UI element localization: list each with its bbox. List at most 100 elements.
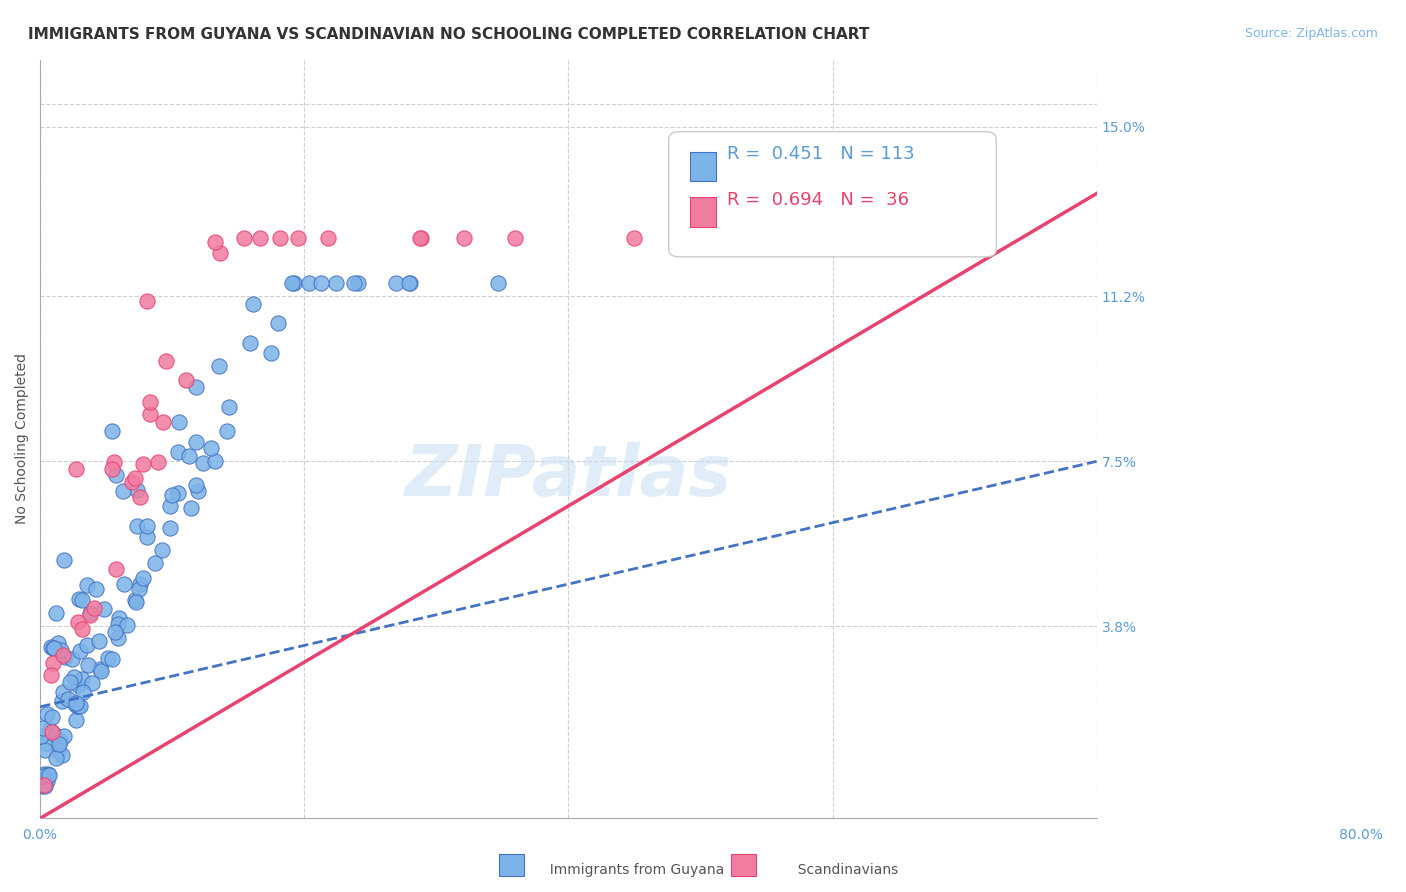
Text: IMMIGRANTS FROM GUYANA VS SCANDINAVIAN NO SCHOOLING COMPLETED CORRELATION CHART: IMMIGRANTS FROM GUYANA VS SCANDINAVIAN N…	[28, 27, 869, 42]
Scandinavians	[83, 600, 105, 615]
Immigrants from Guyana	[45, 750, 67, 764]
Scandinavians	[453, 231, 475, 245]
Immigrants from Guyana	[385, 276, 408, 290]
Scandinavians	[39, 668, 62, 682]
Immigrants from Guyana	[104, 625, 127, 640]
Immigrants from Guyana	[136, 530, 159, 544]
Scandinavians	[409, 231, 432, 245]
Immigrants from Guyana	[132, 571, 155, 585]
Text: Source: ZipAtlas.com: Source: ZipAtlas.com	[1244, 27, 1378, 40]
Immigrants from Guyana	[31, 721, 53, 735]
Immigrants from Guyana	[41, 709, 63, 723]
Bar	[499, 854, 524, 876]
Immigrants from Guyana	[46, 744, 69, 758]
Immigrants from Guyana	[52, 553, 75, 567]
Immigrants from Guyana	[60, 652, 83, 666]
Immigrants from Guyana	[30, 729, 52, 743]
Scandinavians	[174, 373, 197, 387]
Scandinavians	[65, 462, 87, 476]
Text: R =  0.694   N =  36: R = 0.694 N = 36	[727, 191, 908, 209]
Immigrants from Guyana	[65, 696, 87, 710]
Immigrants from Guyana	[280, 276, 302, 290]
Immigrants from Guyana	[398, 276, 420, 290]
Scandinavians	[209, 246, 232, 260]
Scandinavians	[32, 778, 55, 792]
Bar	[731, 854, 756, 876]
Immigrants from Guyana	[143, 557, 166, 571]
Scandinavians	[204, 235, 226, 250]
Immigrants from Guyana	[150, 542, 173, 557]
Text: 80.0%: 80.0%	[1339, 829, 1382, 842]
Immigrants from Guyana	[239, 335, 262, 350]
Immigrants from Guyana	[200, 442, 222, 456]
Scandinavians	[41, 656, 63, 670]
Scandinavians	[318, 231, 340, 245]
Immigrants from Guyana	[111, 484, 134, 499]
Immigrants from Guyana	[184, 434, 207, 449]
Immigrants from Guyana	[218, 401, 240, 415]
Scandinavians	[269, 231, 291, 245]
Immigrants from Guyana	[52, 729, 75, 743]
Immigrants from Guyana	[63, 697, 86, 711]
Immigrants from Guyana	[136, 519, 159, 533]
Immigrants from Guyana	[159, 521, 181, 535]
Immigrants from Guyana	[34, 742, 56, 756]
Immigrants from Guyana	[51, 747, 73, 762]
Text: R =  0.451   N = 113: R = 0.451 N = 113	[727, 145, 914, 163]
Immigrants from Guyana	[128, 582, 150, 596]
Immigrants from Guyana	[31, 779, 53, 793]
Scandinavians	[124, 471, 146, 485]
Immigrants from Guyana	[186, 379, 208, 393]
Immigrants from Guyana	[208, 359, 231, 373]
FancyBboxPatch shape	[690, 197, 716, 227]
Immigrants from Guyana	[45, 606, 67, 620]
Immigrants from Guyana	[37, 767, 59, 781]
Immigrants from Guyana	[160, 488, 183, 502]
Scandinavians	[232, 231, 254, 245]
Immigrants from Guyana	[242, 297, 264, 311]
Immigrants from Guyana	[107, 611, 129, 625]
Immigrants from Guyana	[90, 664, 112, 678]
Immigrants from Guyana	[65, 713, 87, 727]
Immigrants from Guyana	[97, 651, 120, 665]
Immigrants from Guyana	[267, 316, 290, 330]
Scandinavians	[139, 394, 162, 409]
Immigrants from Guyana	[325, 276, 347, 290]
Immigrants from Guyana	[32, 769, 55, 783]
Scandinavians	[155, 354, 177, 368]
Immigrants from Guyana	[70, 593, 93, 607]
Immigrants from Guyana	[125, 595, 148, 609]
Scandinavians	[129, 490, 152, 504]
Immigrants from Guyana	[65, 698, 87, 713]
Immigrants from Guyana	[204, 454, 226, 468]
Scandinavians	[249, 231, 271, 245]
Immigrants from Guyana	[87, 634, 110, 648]
Immigrants from Guyana	[129, 577, 152, 591]
Immigrants from Guyana	[70, 672, 93, 686]
Immigrants from Guyana	[76, 638, 98, 652]
Immigrants from Guyana	[399, 276, 422, 290]
Immigrants from Guyana	[93, 601, 115, 615]
Immigrants from Guyana	[191, 456, 214, 470]
Text: Immigrants from Guyana: Immigrants from Guyana	[541, 863, 724, 877]
Scandinavians	[623, 231, 645, 245]
Scandinavians	[67, 615, 90, 629]
Immigrants from Guyana	[38, 723, 60, 737]
Text: 0.0%: 0.0%	[22, 829, 58, 842]
Immigrants from Guyana	[127, 483, 149, 498]
Immigrants from Guyana	[107, 631, 129, 645]
Immigrants from Guyana	[486, 276, 509, 290]
Immigrants from Guyana	[107, 617, 129, 632]
Immigrants from Guyana	[32, 767, 55, 781]
Immigrants from Guyana	[82, 676, 104, 690]
Immigrants from Guyana	[101, 652, 124, 666]
Immigrants from Guyana	[51, 694, 73, 708]
Immigrants from Guyana	[52, 684, 75, 698]
Scandinavians	[287, 231, 309, 245]
Immigrants from Guyana	[37, 768, 59, 782]
Scandinavians	[52, 648, 75, 663]
Immigrants from Guyana	[39, 640, 62, 655]
Scandinavians	[152, 415, 174, 429]
Immigrants from Guyana	[298, 276, 321, 290]
Immigrants from Guyana	[115, 618, 138, 632]
